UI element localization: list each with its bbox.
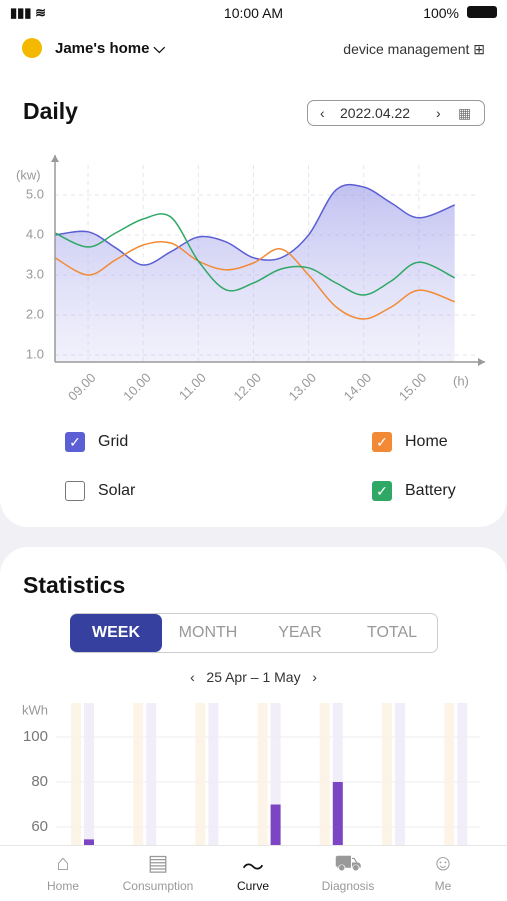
daily-title: Daily [23, 98, 78, 124]
x-tick-label: 09.00 [65, 370, 99, 404]
nav-icon[interactable]: ☺ [431, 850, 455, 875]
date-text: 2022.04.22 [340, 105, 411, 121]
prev-date[interactable]: ‹ [320, 105, 325, 121]
bar-track [146, 703, 157, 845]
y-axis-label: (kw) [16, 167, 41, 182]
x-tick-label: 11.00 [176, 370, 209, 403]
x-tick-label: 14.00 [341, 370, 375, 404]
range-text: 25 Apr – 1 May [206, 669, 301, 685]
home-name-text[interactable]: Jame's home [55, 40, 150, 57]
date-picker[interactable]: ‹ 2022.04.22 › ▦ [307, 100, 485, 126]
legend-checkbox[interactable]: ✓ [372, 432, 392, 452]
legend-label: Battery [405, 482, 456, 499]
battery-icon [467, 6, 497, 18]
x-tick-label: 15.00 [396, 370, 430, 404]
bar [270, 804, 281, 845]
prev-range[interactable]: ‹ [190, 669, 195, 685]
x-tick-label: 13.00 [286, 370, 320, 404]
time: 10:00 AM [223, 5, 284, 21]
x-axis-arrow [478, 358, 485, 366]
legend-label: Solar [98, 482, 136, 499]
y-tick-label: 80 [31, 773, 48, 790]
nav-icon[interactable]: 〜 [241, 855, 264, 880]
statistics-title: Statistics [23, 572, 126, 598]
period-tab[interactable]: MONTH [178, 624, 238, 641]
home-icon[interactable] [22, 38, 42, 58]
nav-icon[interactable]: ⌂ [56, 850, 70, 875]
legend-checkbox[interactable]: ✓ [372, 481, 392, 501]
x-tick-label: 10.00 [120, 370, 154, 404]
bar-plot [56, 703, 480, 845]
nav-icon[interactable]: ⛟ [334, 850, 362, 875]
y-tick-label: 100 [23, 728, 48, 745]
period-tabs: WEEK MONTH YEAR TOTAL [70, 613, 438, 653]
bar [332, 782, 343, 845]
x-tick-label: 12.00 [230, 370, 264, 404]
device-management-text[interactable]: device management [343, 41, 470, 57]
next-range[interactable]: › [312, 669, 317, 685]
bar-track [208, 703, 219, 845]
period-tab[interactable]: TOTAL [366, 624, 418, 641]
period-tab[interactable]: WEEK [70, 614, 162, 652]
line [54, 213, 456, 296]
home-name[interactable]: Jame's home ⌵ [55, 40, 165, 57]
y-tick-label: 1.0 [26, 346, 44, 361]
legend-checkbox[interactable] [65, 481, 85, 501]
legend-checkbox[interactable]: ✓ [65, 432, 85, 452]
legend-label: Grid [98, 433, 129, 450]
bar-track [270, 703, 281, 845]
line [54, 240, 455, 320]
nav-label[interactable]: Me [434, 879, 452, 893]
nav-label[interactable]: Consumption [122, 879, 194, 893]
y-tick-label: 4.0 [26, 226, 44, 241]
device-management[interactable]: device management ⊞ [343, 41, 485, 57]
bar-track [195, 703, 206, 845]
nav-label[interactable]: Home [46, 879, 79, 893]
bar-track [71, 703, 81, 845]
nav-bar [0, 845, 507, 901]
battery-text: 100% [423, 5, 459, 21]
y-tick-label: 3.0 [26, 266, 44, 281]
y-tick-label: 60 [31, 818, 48, 835]
bar-track [319, 703, 330, 845]
period-tab[interactable]: YEAR [278, 624, 322, 641]
nav-icon[interactable]: ▤ [147, 850, 169, 875]
calendar-icon[interactable]: ▦ [458, 105, 472, 121]
top-area [0, 0, 507, 72]
nav-label[interactable]: Diagnosis [321, 879, 375, 893]
line [54, 183, 455, 266]
bar [84, 839, 94, 845]
next-date[interactable]: › [436, 105, 441, 121]
y-tick-label: 2.0 [26, 306, 44, 321]
bar-track [257, 703, 268, 845]
x-axis-label: (h) [453, 373, 469, 388]
bar-track [444, 703, 455, 845]
legend-label: Home [405, 433, 448, 450]
signal: ▮▮▮ ≋ [10, 5, 46, 20]
bar-track [395, 703, 405, 845]
bar-track [457, 703, 468, 845]
bar-track [84, 703, 94, 845]
y-axis-label: kWh [22, 702, 48, 717]
bar-track [332, 703, 343, 845]
y-tick-label: 5.0 [26, 186, 44, 201]
bar-track [133, 703, 144, 845]
area [55, 184, 455, 362]
nav-label[interactable]: Curve [236, 879, 269, 893]
y-axis-arrow [51, 155, 59, 162]
range-row: ‹ 25 Apr – 1 May › [0, 669, 507, 685]
bar-track [382, 703, 392, 845]
